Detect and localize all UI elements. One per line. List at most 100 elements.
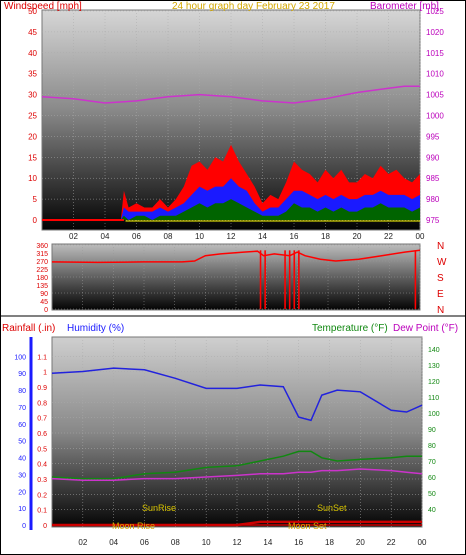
rainfall-tick-label: 0.3	[37, 477, 47, 484]
rainfall-tick-label: 0.6	[37, 431, 47, 438]
temp-x-tick-label: 02	[78, 538, 87, 547]
temperature-tick-label: 70	[428, 459, 436, 466]
moonrise-label: Moon Rise	[112, 521, 155, 531]
axis-tick-labels: 0510152025303540455097598098599099510001…	[14, 7, 447, 547]
humidity-tick-label: 100	[14, 354, 26, 361]
temp-x-tick-label: 16	[294, 538, 303, 547]
humidity-tick-label: 50	[18, 439, 26, 446]
temperature-label: Temperature (°F)	[312, 323, 388, 334]
temp-x-tick-label: 08	[171, 538, 180, 547]
compass-label: N	[437, 241, 444, 252]
wind-tick-label: 35	[28, 70, 37, 79]
barometer-tick-label: 1025	[426, 7, 444, 16]
wind-minimum-area	[42, 199, 420, 220]
sunset-label: SunSet	[317, 503, 347, 513]
barometer-tick-label: 975	[426, 216, 440, 225]
rainfall-tick-label: 0.9	[37, 385, 47, 392]
dewpoint-line	[51, 468, 423, 481]
wind-x-tick-label: 14	[258, 232, 267, 241]
rainfall-tick-label: 1.1	[37, 354, 47, 361]
rainfall-tick-label: 0.4	[37, 462, 47, 469]
humidity-tick-label: 40	[18, 456, 26, 463]
wind-tick-label: 10	[28, 174, 37, 183]
barometer-tick-label: 1005	[426, 91, 444, 100]
temperature-tick-label: 90	[428, 427, 436, 434]
temp-plot-bg	[51, 336, 423, 528]
barometer-tick-label: 990	[426, 153, 440, 162]
rainfall-tick-label: 0	[43, 523, 47, 530]
barometer-line	[41, 85, 420, 104]
barometer-tick-label: 985	[426, 174, 440, 183]
temperature-tick-label: 60	[428, 475, 436, 482]
barometer-tick-label: 995	[426, 132, 440, 141]
wind-tick-label: 15	[28, 153, 37, 162]
temp-x-tick-label: 10	[202, 538, 211, 547]
humidity-tick-label: 70	[18, 405, 26, 412]
humidity-tick-label: 80	[18, 388, 26, 395]
direction-tick-label: 0	[44, 307, 48, 314]
wind-x-tick-label: 18	[321, 232, 330, 241]
rainfall-tick-label: 0.2	[37, 492, 47, 499]
temp-x-tick-label: 12	[233, 538, 242, 547]
temp-x-tick-label: 22	[387, 538, 396, 547]
barometer-tick-label: 980	[426, 195, 440, 204]
wind-tick-label: 0	[33, 216, 38, 225]
direction-tick-label: 90	[40, 291, 48, 298]
compass-label: S	[437, 273, 444, 284]
wind-x-tick-label: 22	[384, 232, 393, 241]
humidity-tick-label: 30	[18, 472, 26, 479]
temperature-tick-label: 140	[428, 347, 440, 354]
humidity-tick-label: 10	[18, 506, 26, 513]
temperature-tick-label: 80	[428, 443, 436, 450]
humidity-line	[51, 367, 423, 422]
rainfall-tick-label: 1	[43, 370, 47, 377]
compass-label: W	[437, 257, 447, 268]
temp-x-tick-label: 00	[418, 538, 427, 547]
barometer-title: Barometer [mb]	[370, 1, 439, 12]
barometer-tick-label: 1010	[426, 70, 444, 79]
temperature-tick-label: 130	[428, 363, 440, 370]
moonset-label: Moon Set	[288, 521, 327, 531]
humidity-tick-label: 0	[22, 523, 26, 530]
humidity-label: Humidity (%)	[67, 323, 124, 334]
wind-x-tick-label: 12	[227, 232, 236, 241]
direction-tick-label: 270	[36, 259, 48, 266]
wind-tick-label: 50	[28, 7, 37, 16]
wind-x-tick-label: 02	[69, 232, 78, 241]
wind-tick-label: 45	[28, 28, 37, 37]
temperature-tick-label: 100	[428, 411, 440, 418]
wind-tick-label: 40	[28, 49, 37, 58]
wind-x-tick-label: 06	[132, 232, 141, 241]
wind-x-tick-label: 16	[290, 232, 299, 241]
temperature-line	[51, 450, 422, 480]
temperature-tick-label: 110	[428, 395, 439, 402]
rainfall-tick-label: 0.5	[37, 446, 47, 453]
graph-date-title: 24 hour graph day February 23 2017	[172, 1, 335, 12]
compass-label: E	[437, 289, 444, 300]
wind-direction-line	[51, 249, 421, 264]
direction-tick-label: 180	[36, 275, 48, 282]
temp-x-tick-label: 14	[263, 538, 272, 547]
temp-x-tick-label: 18	[325, 538, 334, 547]
direction-tick-label: 135	[36, 283, 48, 290]
rainfall-tick-label: 0.8	[37, 400, 47, 407]
dewpoint-label: Dew Point (°F)	[393, 323, 458, 334]
humidity-tick-label: 20	[18, 489, 26, 496]
direction-tick-label: 45	[40, 299, 48, 306]
rainfall-tick-label: 0.1	[37, 508, 47, 515]
windspeed-title: Windspeed [mph]	[4, 1, 82, 12]
direction-tick-label: 360	[36, 243, 48, 250]
wind-tick-label: 30	[28, 91, 37, 100]
humidity-tick-label: 60	[18, 422, 26, 429]
wind-x-tick-label: 20	[353, 232, 362, 241]
temperature-tick-label: 120	[428, 379, 440, 386]
temp-x-tick-label: 04	[109, 538, 118, 547]
wind-x-tick-label: 04	[101, 232, 110, 241]
compass-label: N	[437, 305, 444, 316]
barometer-tick-label: 1015	[426, 49, 444, 58]
wind-direction-spikes	[259, 250, 417, 309]
barometer-tick-label: 1020	[426, 28, 444, 37]
barometer-tick-label: 1000	[426, 112, 444, 121]
wind-x-tick-label: 00	[416, 232, 425, 241]
